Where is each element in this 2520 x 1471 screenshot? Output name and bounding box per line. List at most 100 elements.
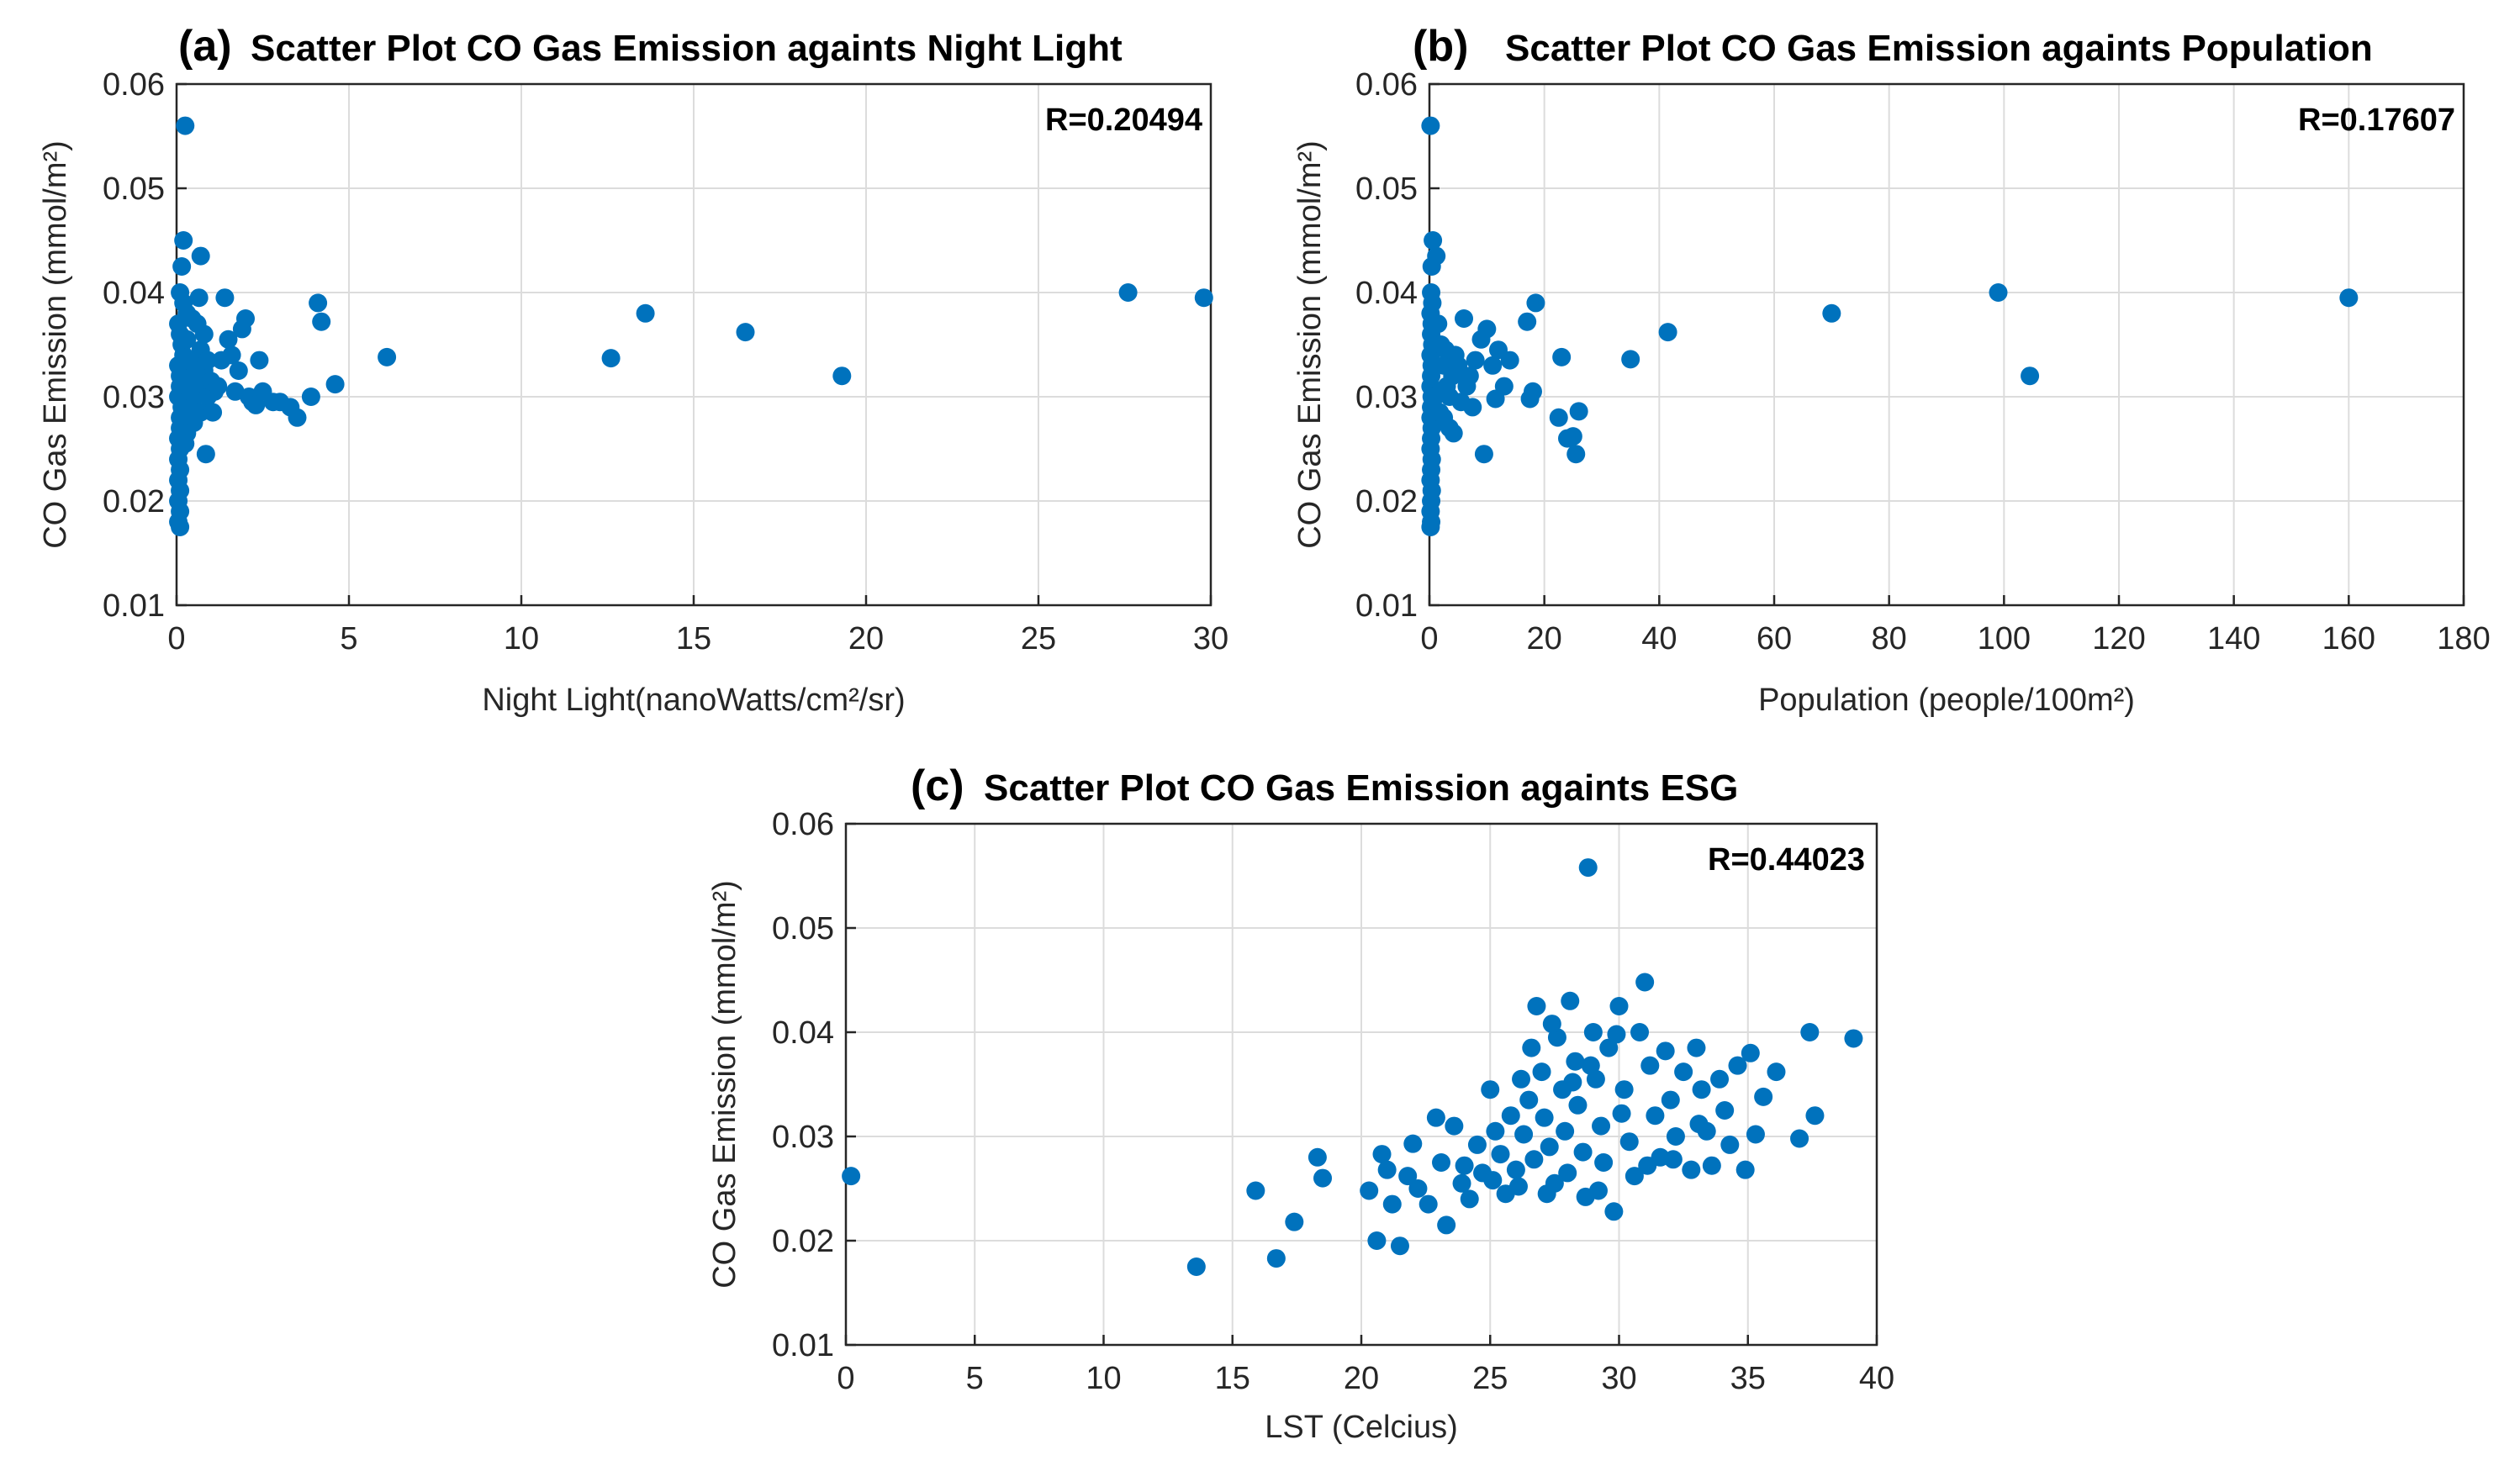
data-point <box>174 231 193 250</box>
x-tick-label: 20 <box>1527 621 1562 656</box>
data-point <box>1822 303 1841 323</box>
data-point <box>1682 1160 1701 1179</box>
data-point <box>1474 445 1493 464</box>
data-point <box>1477 319 1497 339</box>
data-point <box>1486 1121 1505 1141</box>
data-point <box>186 361 205 380</box>
data-point <box>1455 309 1473 328</box>
x-tick-label: 30 <box>1193 621 1228 656</box>
y-tick-label: 0.06 <box>103 67 165 103</box>
data-point <box>1630 1023 1650 1041</box>
data-point <box>1537 1184 1556 1204</box>
data-point <box>1741 1043 1760 1062</box>
panel-a-label: (a) <box>178 22 232 71</box>
data-point <box>1638 1156 1657 1175</box>
data-point <box>1512 1069 1531 1089</box>
panel-a-x-axis-label: Night Light(nanoWatts/cm²/sr) <box>482 683 905 718</box>
y-tick-label: 0.02 <box>1355 484 1418 519</box>
y-tick-label: 0.06 <box>1355 67 1418 103</box>
data-point <box>1558 1163 1577 1183</box>
data-point <box>1520 389 1540 409</box>
data-point <box>1844 1029 1863 1048</box>
data-point <box>1583 1023 1603 1041</box>
x-tick-label: 160 <box>2322 621 2375 656</box>
data-point <box>1486 389 1505 409</box>
data-point <box>301 388 320 406</box>
data-point <box>1581 1056 1600 1075</box>
y-tick-label: 0.01 <box>1355 588 1418 624</box>
data-point <box>312 312 331 331</box>
data-point <box>1377 1160 1397 1179</box>
data-point <box>189 288 209 308</box>
x-tick-label: 25 <box>1021 621 1056 656</box>
data-point <box>1663 1150 1683 1169</box>
data-point <box>225 382 245 401</box>
data-point <box>1805 1106 1825 1126</box>
data-point <box>1540 1137 1559 1157</box>
panel-a-r-value: R=0.20494 <box>1045 103 1202 138</box>
data-point <box>288 408 307 427</box>
x-tick-label: 20 <box>848 621 884 656</box>
data-point <box>1720 1135 1740 1154</box>
data-point <box>1702 1156 1721 1175</box>
data-point <box>1483 356 1503 375</box>
data-point <box>1542 1015 1561 1034</box>
data-point <box>222 345 241 365</box>
panel-c-title: Scatter Plot CO Gas Emission againts ESG <box>984 767 1738 809</box>
data-point <box>1194 288 1213 308</box>
data-point <box>1285 1212 1304 1231</box>
y-tick-label: 0.01 <box>772 1328 834 1363</box>
data-point <box>172 257 192 276</box>
data-point <box>1640 1056 1660 1075</box>
y-tick-label: 0.03 <box>103 380 165 415</box>
data-point <box>1390 1236 1409 1256</box>
data-point <box>229 361 248 380</box>
panel-b-x-axis-label: Population (people/100m²) <box>1758 683 2135 718</box>
data-point <box>1607 1025 1626 1044</box>
data-point <box>1635 973 1655 992</box>
x-tick-label: 10 <box>1086 1361 1121 1396</box>
data-point <box>176 434 195 453</box>
x-tick-label: 15 <box>1215 1361 1250 1396</box>
panel-c-plot: 0 5 10 15 20 25 30 35 40 0.01 0.02 0.03 0.04 0.05 0.06 <box>772 807 1894 1396</box>
data-point <box>1746 1125 1765 1144</box>
data-point <box>198 351 217 370</box>
data-point <box>1436 340 1455 360</box>
x-tick-label: 5 <box>966 1361 984 1396</box>
x-tick-label: 0 <box>167 621 185 656</box>
data-point <box>1578 858 1598 878</box>
data-point <box>1424 231 1443 250</box>
data-point <box>1563 427 1582 446</box>
panel-b-r-value: R=0.17607 <box>2298 103 2455 138</box>
data-point <box>1524 1150 1544 1169</box>
data-point <box>1568 1095 1588 1115</box>
data-point <box>1710 1069 1730 1089</box>
data-point <box>1425 388 1445 406</box>
data-point <box>1308 1147 1327 1167</box>
data-point <box>1646 1106 1665 1126</box>
data-point <box>1445 1116 1464 1136</box>
data-point <box>1514 1125 1534 1144</box>
data-point <box>1989 283 2008 302</box>
data-point <box>209 377 228 396</box>
panel-c-r-value: R=0.44023 <box>1708 842 1865 878</box>
data-point <box>1519 1090 1539 1110</box>
data-point <box>1569 402 1588 421</box>
data-point <box>1491 1145 1510 1164</box>
data-point <box>1466 351 1485 370</box>
panel-b-title: Scatter Plot CO Gas Emission againts Pop… <box>1505 28 2373 69</box>
data-point <box>1604 1202 1624 1221</box>
data-point <box>1367 1231 1387 1250</box>
data-point <box>1518 312 1537 331</box>
data-point <box>1666 1127 1685 1146</box>
data-point <box>1421 116 1440 135</box>
x-tick-label: 0 <box>1420 621 1438 656</box>
panel-a-plot: 0 5 10 15 20 25 30 0.01 0.02 0.03 0.04 0.05 0.06 <box>103 67 1228 656</box>
data-point <box>1118 283 1138 302</box>
data-point <box>1246 1181 1265 1200</box>
x-tick-label: 0 <box>837 1361 854 1396</box>
data-point <box>1563 1073 1582 1092</box>
x-tick-label: 120 <box>2092 621 2145 656</box>
panel-a: (a) Scatter Plot CO Gas Emission againts… <box>38 22 1228 718</box>
